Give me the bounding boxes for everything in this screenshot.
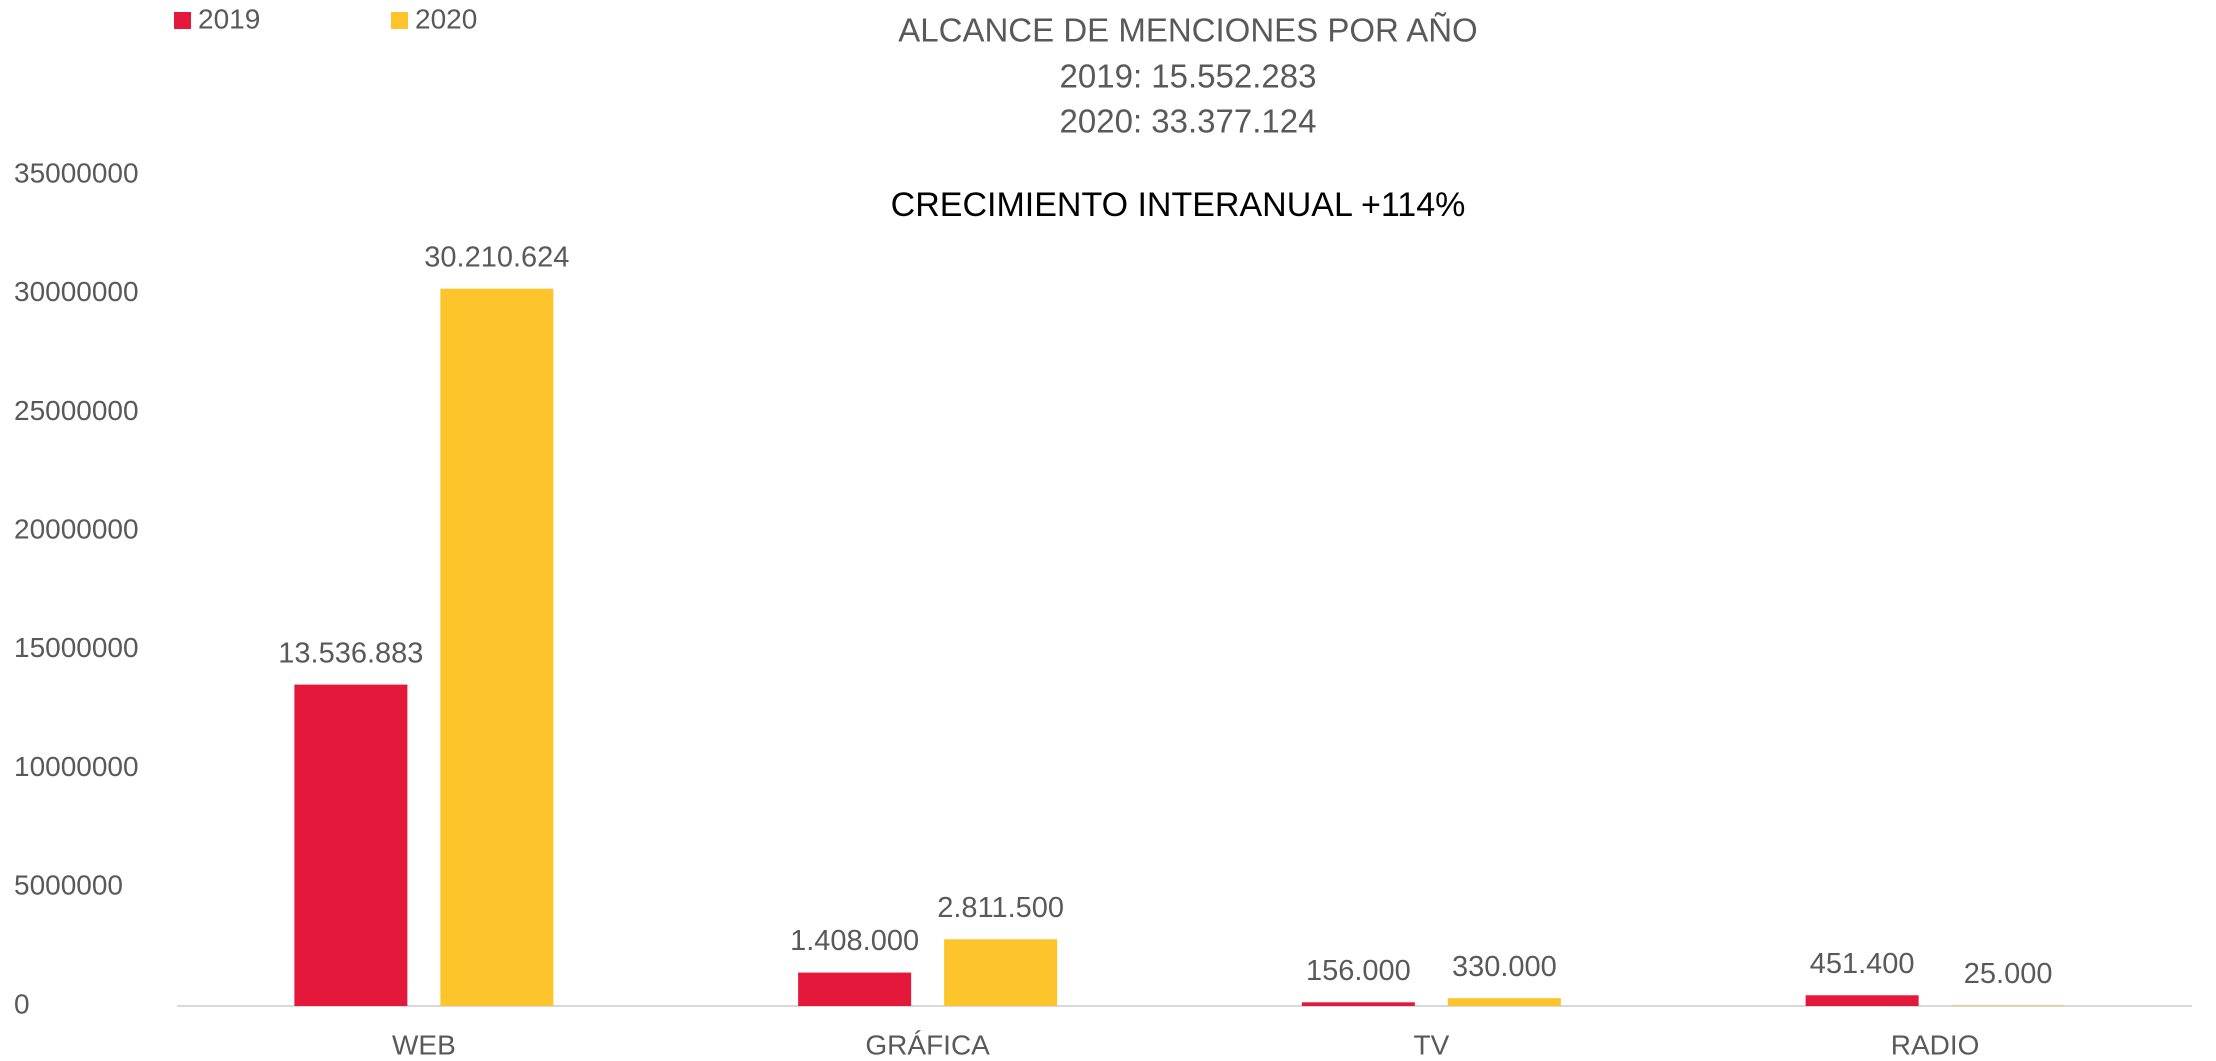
data-label: 13.536.883	[278, 637, 423, 669]
y-tick-label: 5000000	[14, 870, 123, 901]
bar	[798, 972, 912, 1006]
data-label: 1.408.000	[790, 925, 919, 957]
chart-title: ALCANCE DE MENCIONES POR AÑO	[898, 12, 1477, 49]
bar	[294, 684, 408, 1006]
bar	[1447, 998, 1561, 1006]
bar	[944, 939, 1058, 1006]
bar	[1951, 1005, 2065, 1006]
data-label: 156.000	[1306, 955, 1411, 987]
chart-subtitle: 2019: 15.552.283	[1060, 58, 1317, 95]
data-label: 330.000	[1452, 951, 1557, 983]
data-label: 25.000	[1964, 958, 2053, 990]
y-tick-label: 35000000	[14, 157, 139, 188]
x-tick-label: TV	[1413, 1029, 1449, 1060]
bar	[440, 288, 554, 1006]
legend-swatch	[391, 12, 408, 29]
legend-label: 2020	[415, 3, 477, 34]
data-label: 2.811.500	[937, 892, 1064, 924]
annotation: CRECIMIENTO INTERANUAL +114%	[891, 186, 1466, 224]
data-label: 30.210.624	[424, 241, 569, 273]
bar	[1301, 1002, 1415, 1006]
x-tick-label: WEB	[392, 1029, 456, 1060]
y-tick-label: 15000000	[14, 632, 139, 663]
chart-subtitle: 2020: 33.377.124	[1060, 103, 1317, 140]
data-label: 451.400	[1810, 948, 1915, 980]
legend-swatch	[174, 12, 191, 29]
bar	[1805, 995, 1919, 1006]
y-tick-label: 30000000	[14, 276, 139, 307]
y-tick-label: 0	[14, 988, 30, 1019]
y-tick-label: 20000000	[14, 514, 139, 545]
x-tick-label: GRÁFICA	[865, 1029, 990, 1060]
legend-label: 2019	[198, 3, 260, 34]
x-tick-label: RADIO	[1891, 1029, 1980, 1060]
y-tick-label: 25000000	[14, 395, 139, 426]
y-tick-label: 10000000	[14, 751, 139, 782]
